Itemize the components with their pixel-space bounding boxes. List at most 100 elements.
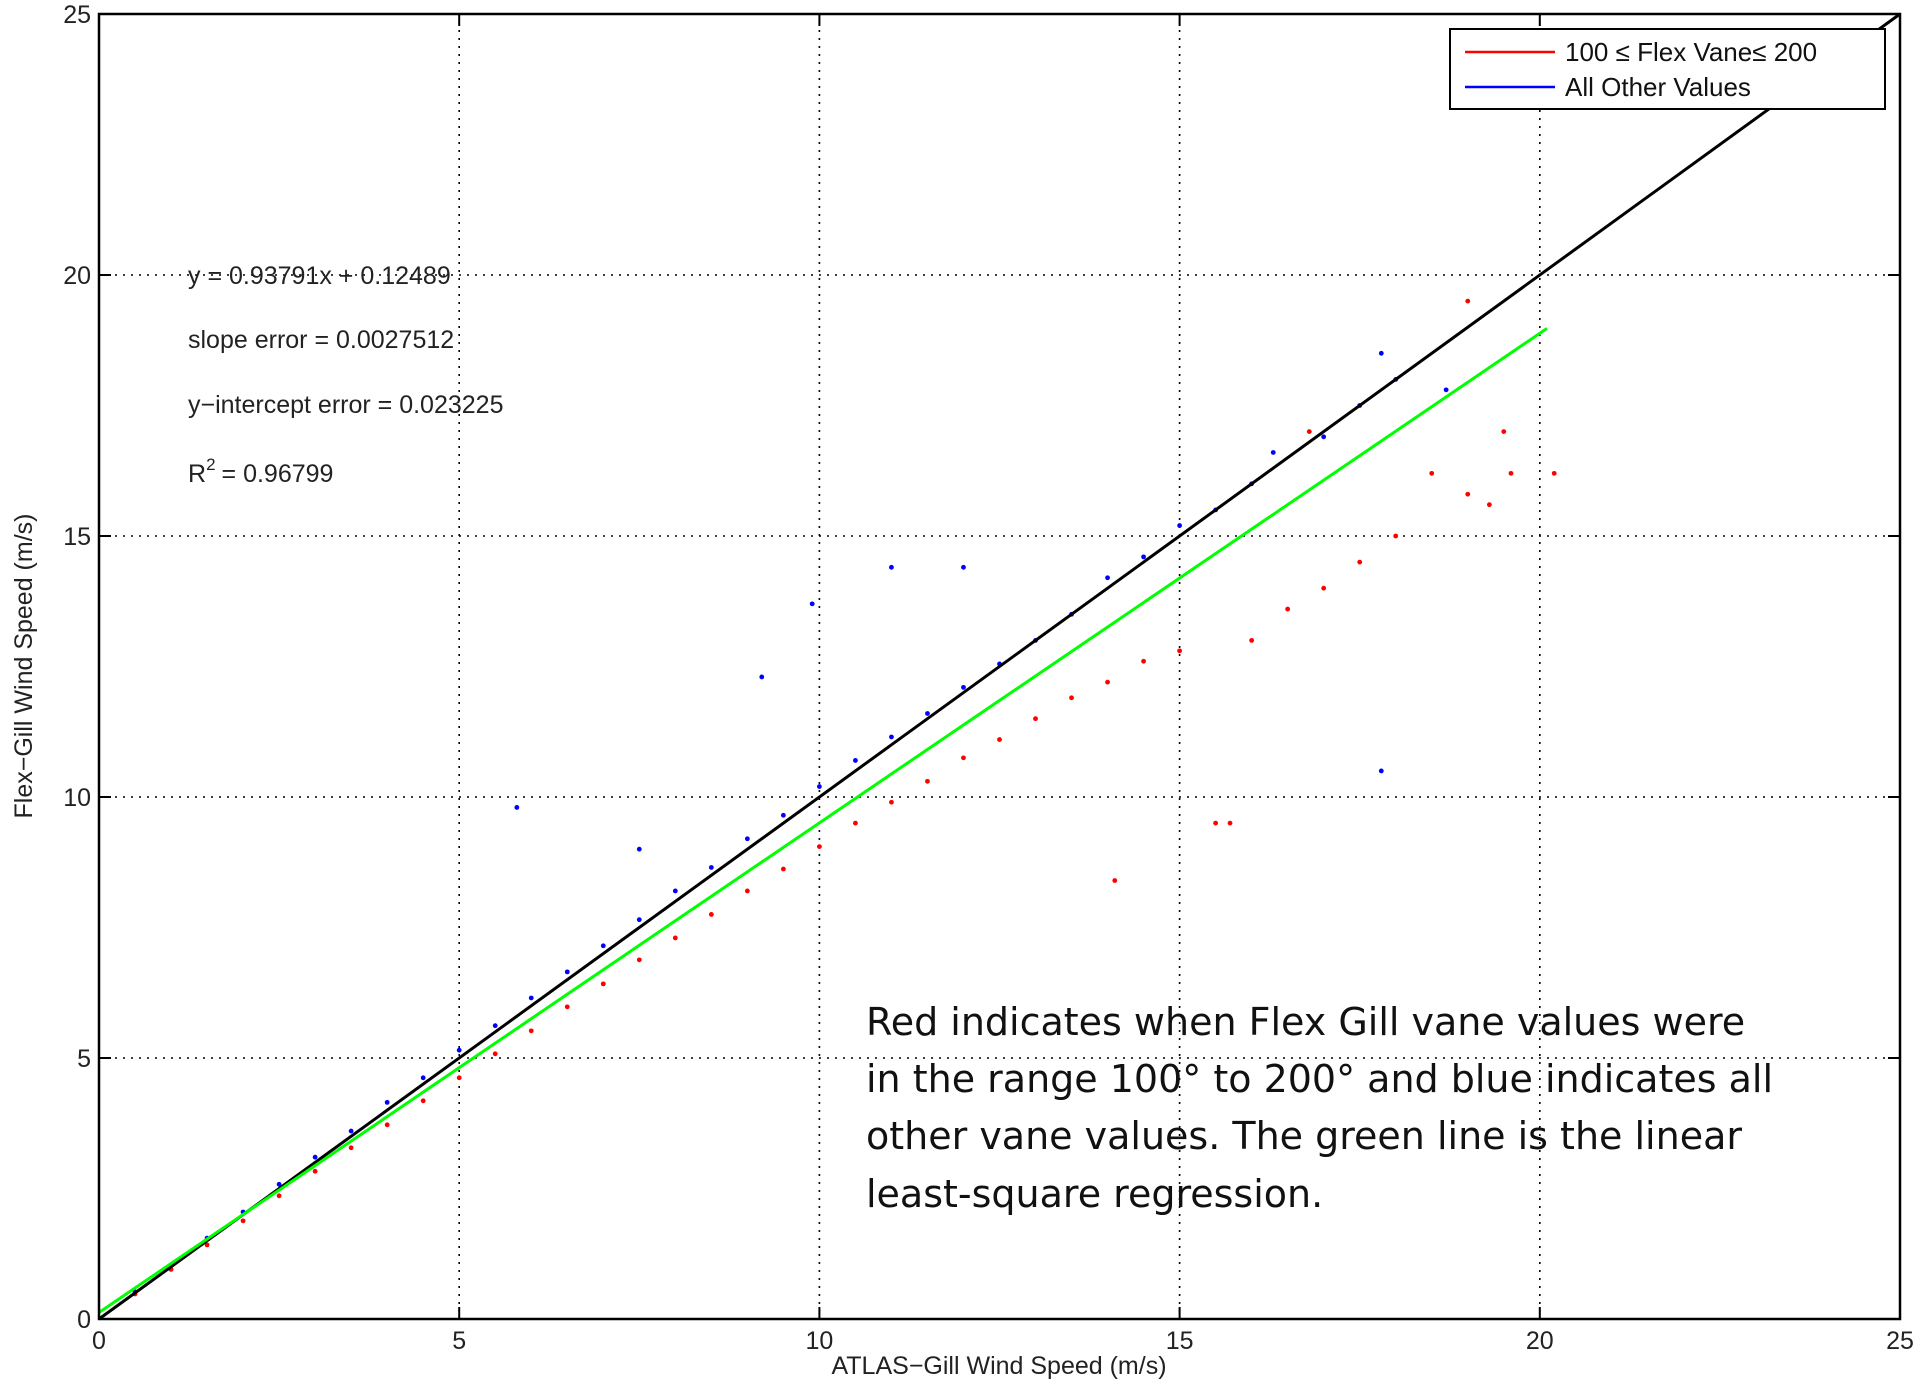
point-s0-16 xyxy=(708,912,714,917)
point-s0-40 xyxy=(1486,502,1492,508)
r-squared-text: R2 = 0.96799 xyxy=(188,455,333,488)
point-s1-14 xyxy=(636,917,642,923)
point-s1-6 xyxy=(348,1128,354,1134)
point-s1-29 xyxy=(1177,523,1182,528)
point-s0-4 xyxy=(276,1193,282,1199)
point-s1-44 xyxy=(1443,387,1449,393)
point-s0-26 xyxy=(1069,695,1074,701)
point-s1-37 xyxy=(1378,768,1384,774)
point-s1-23 xyxy=(961,684,966,690)
equation-text: y = 0.93791x + 0.12489 xyxy=(188,262,451,290)
point-s0-45 xyxy=(1306,429,1312,434)
point-s1-13 xyxy=(600,943,606,949)
point-s0-29 xyxy=(1177,648,1182,654)
legend-label-blue: All Other Values xyxy=(1565,72,1751,102)
point-s1-15 xyxy=(672,888,678,894)
point-s1-20 xyxy=(853,758,858,763)
slope-error-text: slope error = 0.0027512 xyxy=(188,326,454,354)
point-s0-10 xyxy=(492,1051,498,1057)
point-s1-12 xyxy=(564,969,570,975)
point-s0-32 xyxy=(1112,878,1118,883)
point-s1-40 xyxy=(889,564,894,570)
point-s0-21 xyxy=(889,799,894,805)
y-tick-label-0: 0 xyxy=(77,1306,91,1334)
point-s0-19 xyxy=(817,844,822,849)
point-s0-3 xyxy=(240,1218,246,1224)
point-s0-24 xyxy=(997,737,1002,742)
point-s0-18 xyxy=(780,866,786,872)
point-s0-41 xyxy=(1508,470,1514,476)
point-s0-15 xyxy=(672,935,678,941)
x-tick-label-3: 15 xyxy=(1166,1327,1194,1355)
point-s0-36 xyxy=(1357,559,1363,565)
point-s0-13 xyxy=(600,981,606,987)
point-s0-25 xyxy=(1033,716,1038,722)
point-s1-39 xyxy=(809,601,815,607)
point-s1-28 xyxy=(1141,554,1146,560)
y-tick-label-1: 5 xyxy=(77,1045,91,1073)
point-s0-11 xyxy=(528,1028,534,1034)
point-s1-18 xyxy=(780,812,786,818)
legend: 100 ≤ Flex Vane≤ 200 All Other Values xyxy=(1449,28,1886,110)
r-squared-symbol: R xyxy=(188,460,206,488)
point-s1-5 xyxy=(312,1154,318,1160)
point-s1-17 xyxy=(744,836,750,842)
point-s0-8 xyxy=(420,1098,426,1104)
point-s1-27 xyxy=(1105,575,1110,581)
point-s1-19 xyxy=(817,784,822,789)
point-s0-27 xyxy=(1105,679,1110,685)
y-axis-label: Flex−Gill Wind Speed (m/s) xyxy=(10,514,38,819)
identity-line xyxy=(98,12,1901,1321)
grid-lines xyxy=(99,14,1900,1319)
point-s0-33 xyxy=(1249,638,1255,643)
point-s0-7 xyxy=(384,1122,390,1128)
y-tick-labels: 0 5 10 15 20 25 xyxy=(63,1,91,1334)
x-tick-label-0: 0 xyxy=(92,1327,106,1355)
point-s0-37 xyxy=(1393,533,1399,539)
x-tick-label-2: 10 xyxy=(805,1327,833,1355)
point-s0-2 xyxy=(204,1242,210,1248)
point-s0-34 xyxy=(1285,606,1291,612)
plot-frame xyxy=(97,12,1902,1321)
legend-label-red: 100 ≤ Flex Vane≤ 200 xyxy=(1565,37,1817,67)
point-s1-7 xyxy=(384,1099,390,1105)
point-s1-21 xyxy=(889,734,894,740)
point-s0-43 xyxy=(1501,429,1507,434)
x-axis-label: ATLAS−Gill Wind Speed (m/s) xyxy=(831,1352,1166,1380)
point-s0-31 xyxy=(1227,820,1233,826)
note-line-4: least-square regression. xyxy=(866,1172,1323,1216)
point-s0-42 xyxy=(1551,470,1557,476)
point-s1-11 xyxy=(528,995,534,1001)
note-line-2: in the range 100° to 200° and blue indic… xyxy=(866,1057,1773,1101)
explanatory-note: Red indicates when Flex Gill vane values… xyxy=(866,1000,1773,1216)
point-s0-44 xyxy=(1465,298,1471,304)
point-s0-38 xyxy=(1429,470,1435,476)
point-s1-33 xyxy=(1321,434,1327,440)
point-s0-23 xyxy=(961,755,966,761)
point-s0-9 xyxy=(456,1075,462,1081)
point-s0-5 xyxy=(312,1168,318,1174)
point-s1-38 xyxy=(759,674,765,680)
point-s1-35 xyxy=(1378,350,1384,356)
y-tick-label-4: 20 xyxy=(63,262,91,290)
point-s1-9 xyxy=(456,1047,462,1053)
stats-annotation: y = 0.93791x + 0.12489 slope error = 0.0… xyxy=(188,262,503,488)
point-s1-41 xyxy=(961,564,966,570)
r-squared-superscript: 2 xyxy=(206,455,215,474)
point-s0-39 xyxy=(1465,491,1471,497)
point-s0-17 xyxy=(744,888,750,894)
point-s1-10 xyxy=(492,1023,498,1029)
point-s0-28 xyxy=(1141,658,1146,664)
y-tick-label-5: 25 xyxy=(63,1,91,29)
r-squared-value: = 0.96799 xyxy=(222,460,334,488)
point-s1-43 xyxy=(636,846,642,852)
regression-line xyxy=(98,327,1548,1314)
point-s0-30 xyxy=(1213,820,1219,826)
intercept-error-text: y−intercept error = 0.023225 xyxy=(188,391,503,419)
y-tick-label-2: 10 xyxy=(63,784,91,812)
point-s1-16 xyxy=(708,865,714,870)
x-tick-label-5: 25 xyxy=(1886,1327,1914,1355)
point-s0-12 xyxy=(564,1004,570,1010)
y-tick-label-3: 15 xyxy=(63,523,91,551)
